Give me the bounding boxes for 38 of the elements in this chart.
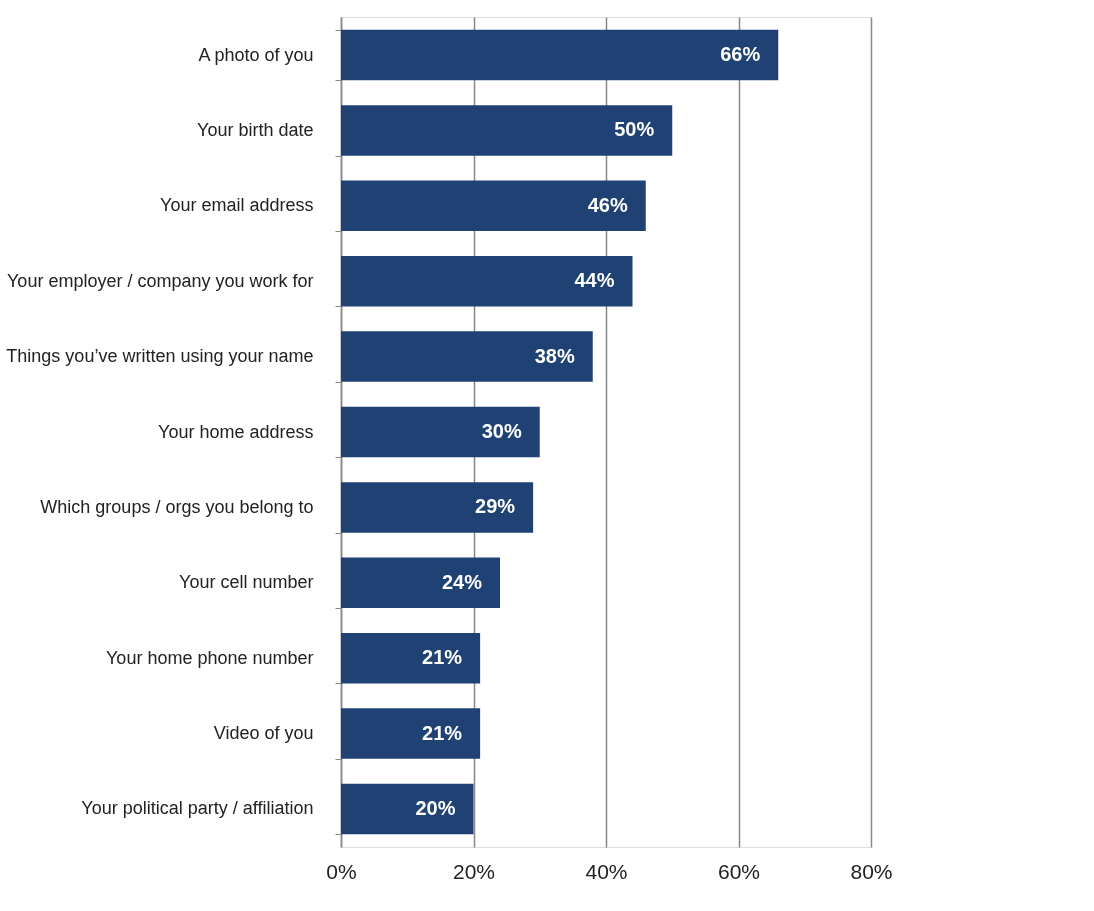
x-tick-label: 0% [326, 859, 357, 883]
y-tick-label: A photo of you [198, 44, 314, 65]
bar [341, 557, 500, 609]
data-label: 24% [441, 570, 483, 593]
y-tick-label: Things you’ve written using your name [6, 346, 314, 367]
bar [341, 708, 481, 759]
bar [341, 482, 534, 533]
bar [341, 783, 474, 835]
bar [341, 406, 540, 458]
bar [341, 632, 481, 684]
y-tick-label: Your email address [160, 195, 314, 216]
bar [341, 29, 779, 81]
data-label: 21% [422, 646, 463, 669]
data-label: 29% [475, 495, 516, 518]
data-label: 66% [720, 43, 761, 66]
y-tick-label: Your political party / affiliation [81, 798, 314, 819]
data-label: 30% [481, 420, 522, 442]
x-tick-label: 20% [452, 859, 496, 883]
y-tick-label: Your employer / company you work for [7, 270, 314, 291]
x-tick-label: 80% [850, 859, 893, 883]
bar [341, 105, 673, 156]
bar [341, 180, 646, 232]
y-tick-label: Your birth date [197, 119, 314, 140]
y-tick-label: Which groups / orgs you belong to [40, 496, 314, 517]
x-tick-label: 60% [717, 859, 761, 883]
bar [341, 331, 593, 382]
data-label: 50% [614, 118, 655, 141]
y-tick-label: Your home address [158, 421, 314, 442]
x-tick-label: 40% [585, 859, 628, 883]
data-label: 38% [534, 344, 575, 367]
y-tick-label: Video of you [213, 723, 314, 744]
data-label: 21% [422, 721, 463, 744]
data-label: 20% [415, 796, 456, 819]
y-tick-label: Your cell number [179, 572, 314, 593]
bar [341, 255, 633, 307]
y-tick-label: Your home phone number [106, 647, 314, 668]
data-label: 44% [574, 269, 615, 292]
data-label: 46% [587, 193, 628, 216]
